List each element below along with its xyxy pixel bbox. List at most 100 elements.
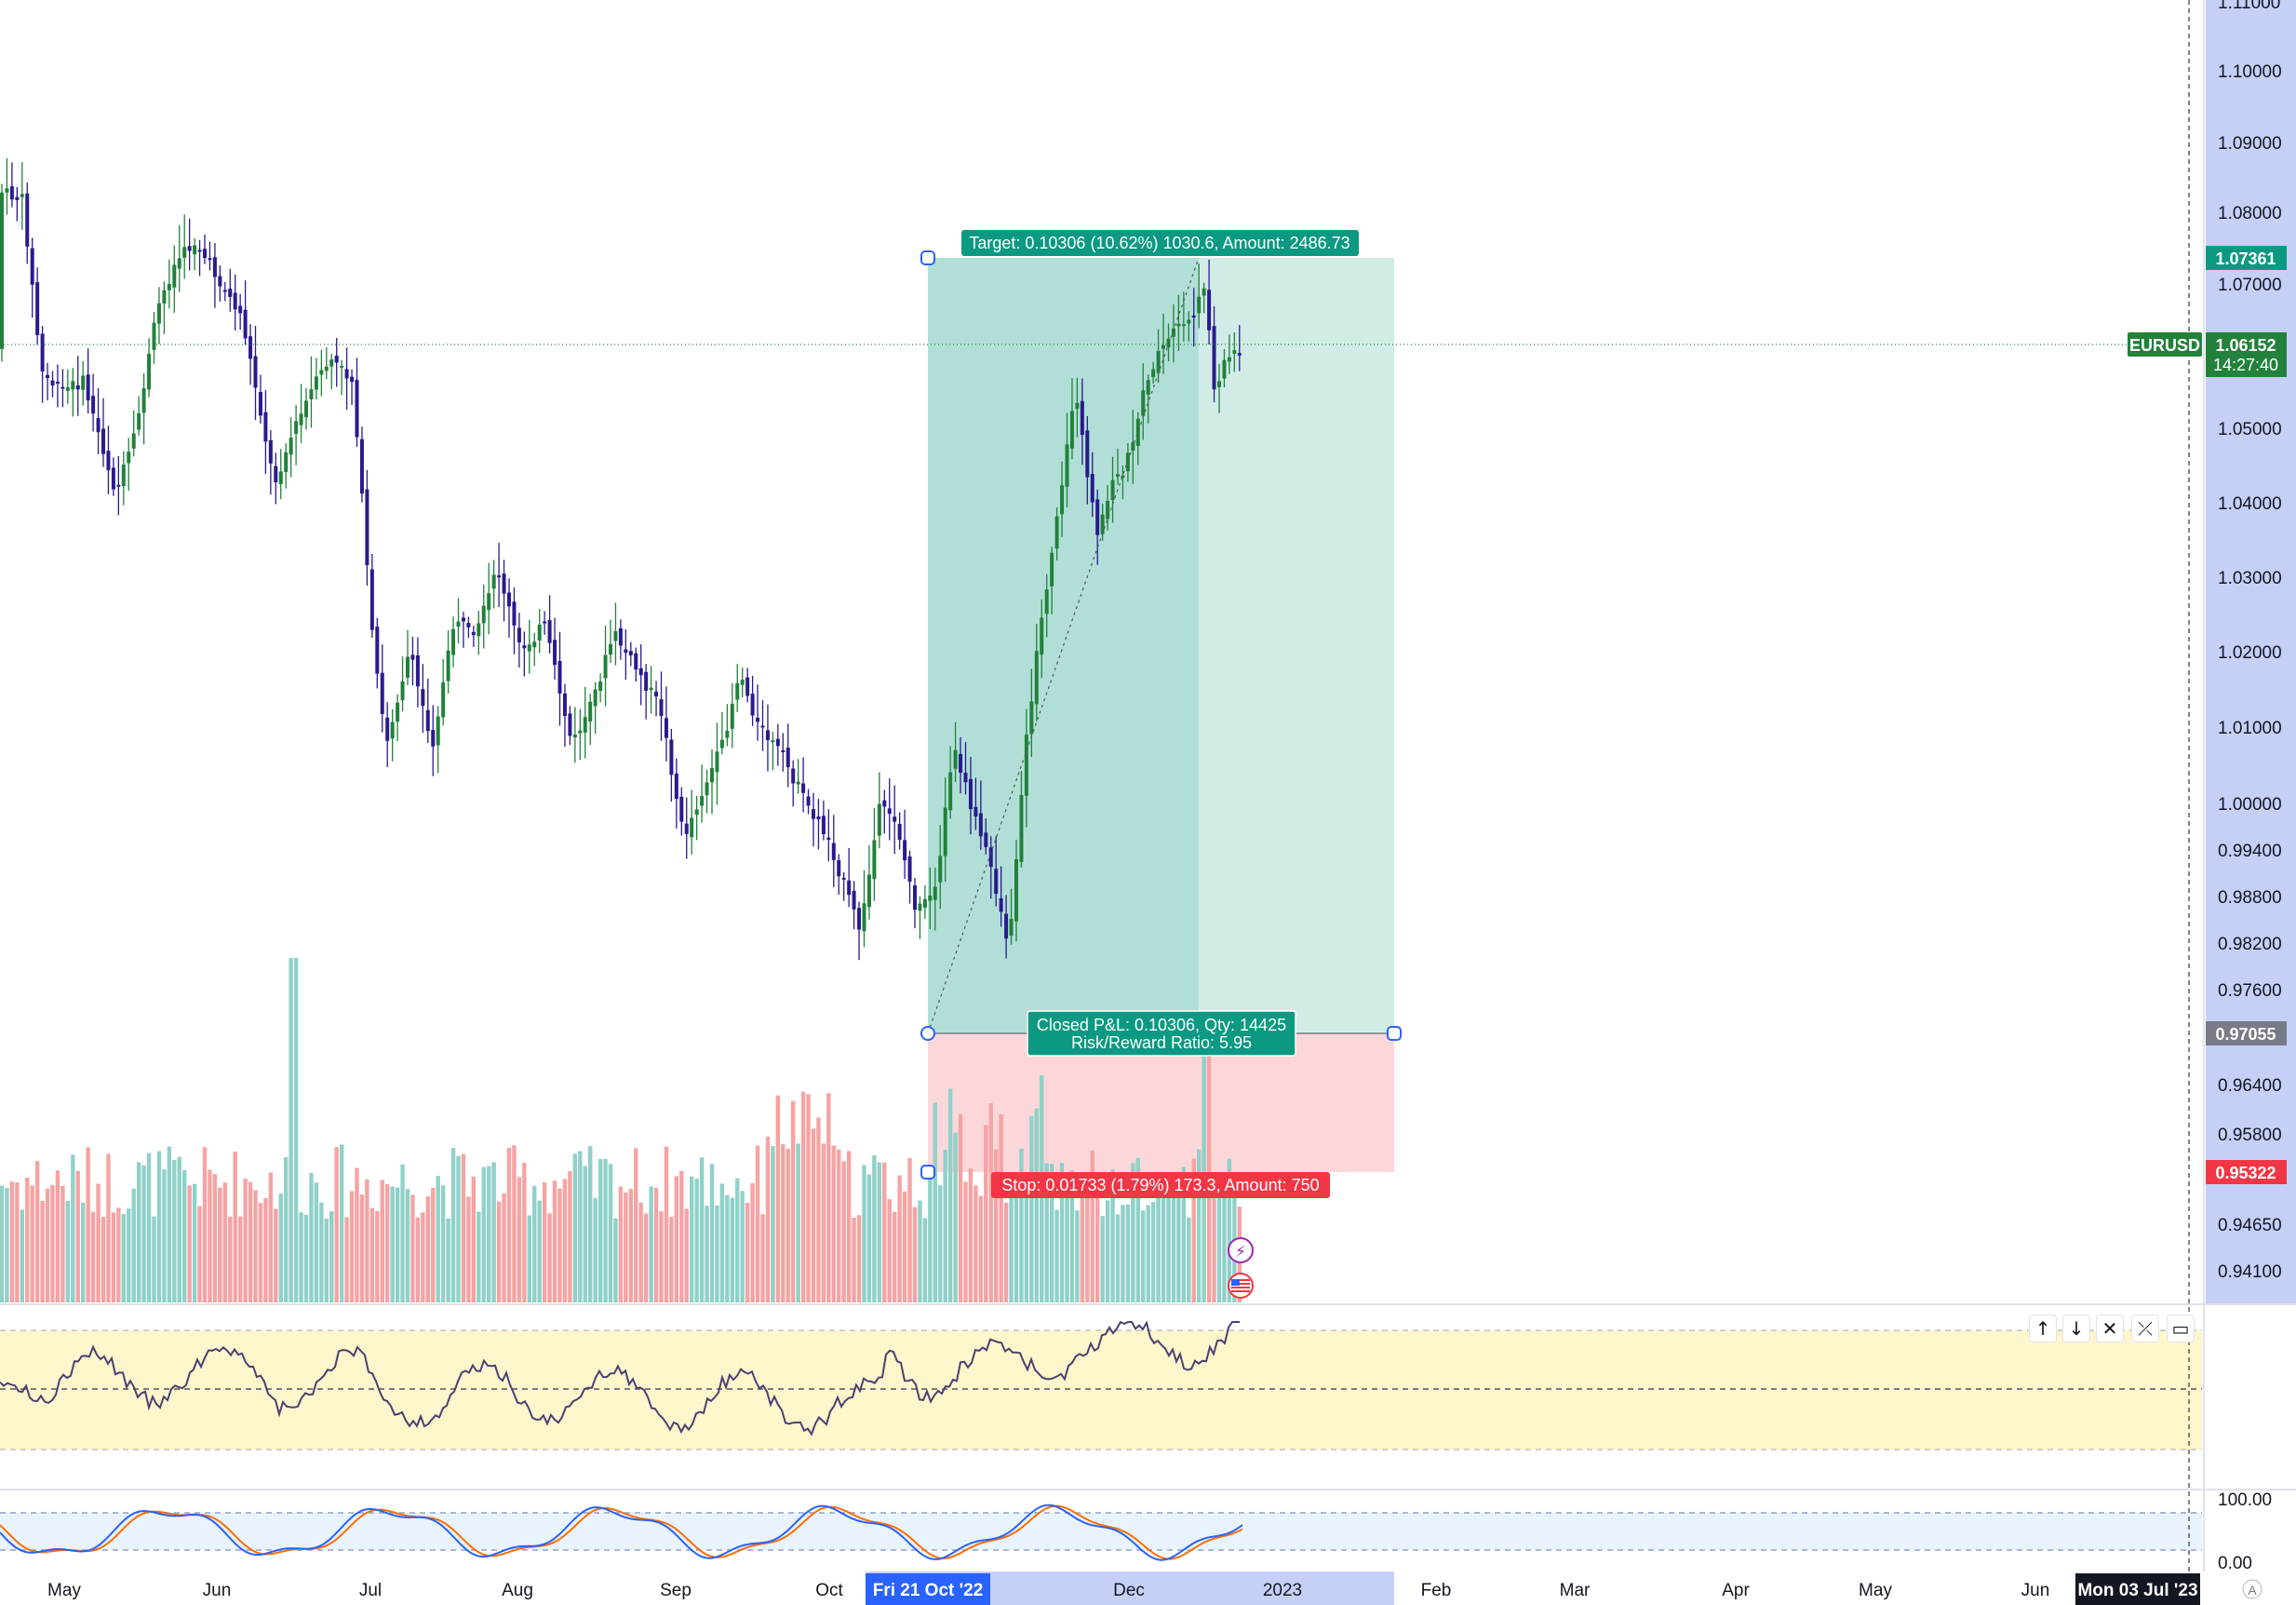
volume-bar <box>1156 1181 1161 1302</box>
candle-body <box>938 856 943 883</box>
volume-bar <box>679 1170 684 1302</box>
stoch-upper-label: 100.00 <box>2218 1490 2272 1510</box>
lightning-event-icon[interactable] <box>1228 1237 1254 1263</box>
volume-bar <box>152 1216 156 1302</box>
candle-body <box>1019 795 1024 862</box>
entry-price-tag: 0.97055 <box>2206 1021 2287 1045</box>
candle-body <box>1040 617 1044 655</box>
candle-body <box>162 290 167 303</box>
candle-body <box>984 832 988 847</box>
volume-bar <box>1095 1186 1100 1302</box>
auto-scale-glyph: A <box>2248 1583 2257 1598</box>
volume-bar <box>278 1194 283 1302</box>
stoch-lower-label: 0.00 <box>2218 1554 2252 1573</box>
volume-bar <box>45 1188 50 1302</box>
time-axis[interactable]: May Jun Jul Aug Sep Oct Dec 2023 Feb Mar Apr May Jun <box>47 1581 2049 1600</box>
volume-bar <box>30 1185 34 1302</box>
move-pane-down-button[interactable]: ↓ <box>2062 1315 2090 1342</box>
volume-bar <box>268 1172 274 1302</box>
auto-scale-icon[interactable] <box>2242 1579 2262 1599</box>
volume-bar <box>557 1188 562 1302</box>
volume-bar <box>643 1213 649 1302</box>
candle-body <box>314 376 318 390</box>
candle-body <box>487 593 491 611</box>
volume-bar <box>846 1151 852 1302</box>
candle-body <box>274 465 278 483</box>
volume-bar <box>1146 1205 1150 1302</box>
close-pane-button[interactable]: ✕ <box>2096 1315 2124 1342</box>
price-axis[interactable]: 1.11000 1.10000 1.09000 1.08000 1.07000 1.050… <box>2218 0 2282 1282</box>
volume-bar <box>506 1148 512 1302</box>
move-pane-up-button[interactable]: ↑ <box>2029 1315 2057 1342</box>
stoch-d-line <box>0 1504 1243 1560</box>
volume-bar <box>243 1179 248 1302</box>
candle-body <box>968 778 973 809</box>
symbol-tag: EURUSD <box>2128 332 2202 357</box>
candle-body <box>436 716 440 746</box>
maximize-icon: ▭ <box>2171 1317 2190 1340</box>
entry-handle[interactable] <box>920 1026 935 1041</box>
crosshair-date-bg <box>2075 1573 2200 1605</box>
countdown-text: 14:27:40 <box>2213 356 2278 374</box>
candle-body <box>1034 651 1039 705</box>
stop-label: Stop: 0.01733 (1.79%) 173.3, Amount: 750 <box>1001 1176 1319 1194</box>
volume-bar <box>811 1128 816 1302</box>
candle-body <box>380 672 384 714</box>
volume-bar <box>1187 1217 1191 1302</box>
maximize-pane-button[interactable]: ▭ <box>2167 1315 2195 1342</box>
candle-body <box>406 656 410 678</box>
candle-body <box>334 356 339 363</box>
candle-body <box>593 689 597 707</box>
volume-bar <box>852 1218 856 1302</box>
candle-body <box>791 768 796 784</box>
volume-bar <box>481 1167 486 1302</box>
price-tick-label: 1.03000 <box>2218 569 2282 588</box>
candle-body <box>562 693 567 716</box>
volume-bar <box>603 1158 608 1302</box>
candle-body <box>1106 501 1110 519</box>
volume-bar <box>425 1195 430 1302</box>
volume-bar <box>512 1145 517 1302</box>
volume-bar <box>694 1179 699 1302</box>
price-tick-label: 1.05000 <box>2218 420 2282 439</box>
candle-body <box>1090 473 1094 503</box>
stoch-pane[interactable] <box>0 1504 2202 1561</box>
candle-body <box>922 898 927 908</box>
loss-zone[interactable] <box>928 1033 1394 1172</box>
candle-body <box>187 246 192 251</box>
candle-body <box>81 375 86 390</box>
candle-body <box>451 628 456 655</box>
rsi-pane[interactable] <box>0 1320 2202 1450</box>
candle-body <box>821 816 826 835</box>
volume-bar <box>1121 1205 1125 1302</box>
candle-body <box>781 749 785 752</box>
candle-body <box>1161 344 1166 349</box>
candle-body <box>20 194 24 197</box>
selected-date-label: Fri 21 Oct '22 <box>873 1581 984 1600</box>
target-handle[interactable] <box>920 250 935 265</box>
volume-bar <box>1115 1214 1121 1302</box>
volume-bar <box>831 1145 836 1302</box>
width-handle[interactable] <box>1387 1026 1402 1041</box>
price-tick-label: 1.08000 <box>2218 204 2282 223</box>
candle-body <box>390 722 395 739</box>
volume-bar <box>293 958 299 1302</box>
candle-body <box>690 817 694 838</box>
candle-body <box>831 843 836 860</box>
candle-body <box>1171 328 1175 337</box>
candle-body <box>1212 326 1216 390</box>
candle-body <box>46 374 50 379</box>
candle-body <box>897 824 902 841</box>
collapse-pane-button[interactable]: ⤫ <box>2131 1315 2159 1342</box>
candle-body <box>446 650 450 681</box>
candle-body <box>1004 913 1009 939</box>
candle-body <box>127 452 131 464</box>
candle-body <box>1227 357 1231 362</box>
stop-handle[interactable] <box>920 1165 935 1180</box>
volume-bar <box>1090 1150 1094 1302</box>
volume-bar <box>167 1146 172 1302</box>
volume-bar <box>1131 1163 1135 1302</box>
volume-bar <box>309 1172 314 1302</box>
volume-bar <box>375 1210 380 1302</box>
